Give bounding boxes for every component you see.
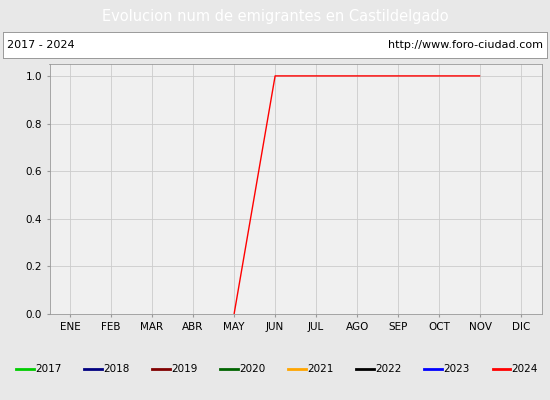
Text: 2020: 2020 [239, 364, 266, 374]
Text: 2019: 2019 [171, 364, 197, 374]
Text: 2023: 2023 [443, 364, 470, 374]
Text: http://www.foro-ciudad.com: http://www.foro-ciudad.com [388, 40, 543, 50]
Text: 2024: 2024 [512, 364, 538, 374]
Text: 2017: 2017 [35, 364, 62, 374]
Text: 2017 - 2024: 2017 - 2024 [7, 40, 75, 50]
Text: 2022: 2022 [376, 364, 402, 374]
Text: 2018: 2018 [103, 364, 130, 374]
Text: 2021: 2021 [307, 364, 334, 374]
Text: Evolucion num de emigrantes en Castildelgado: Evolucion num de emigrantes en Castildel… [102, 10, 448, 24]
